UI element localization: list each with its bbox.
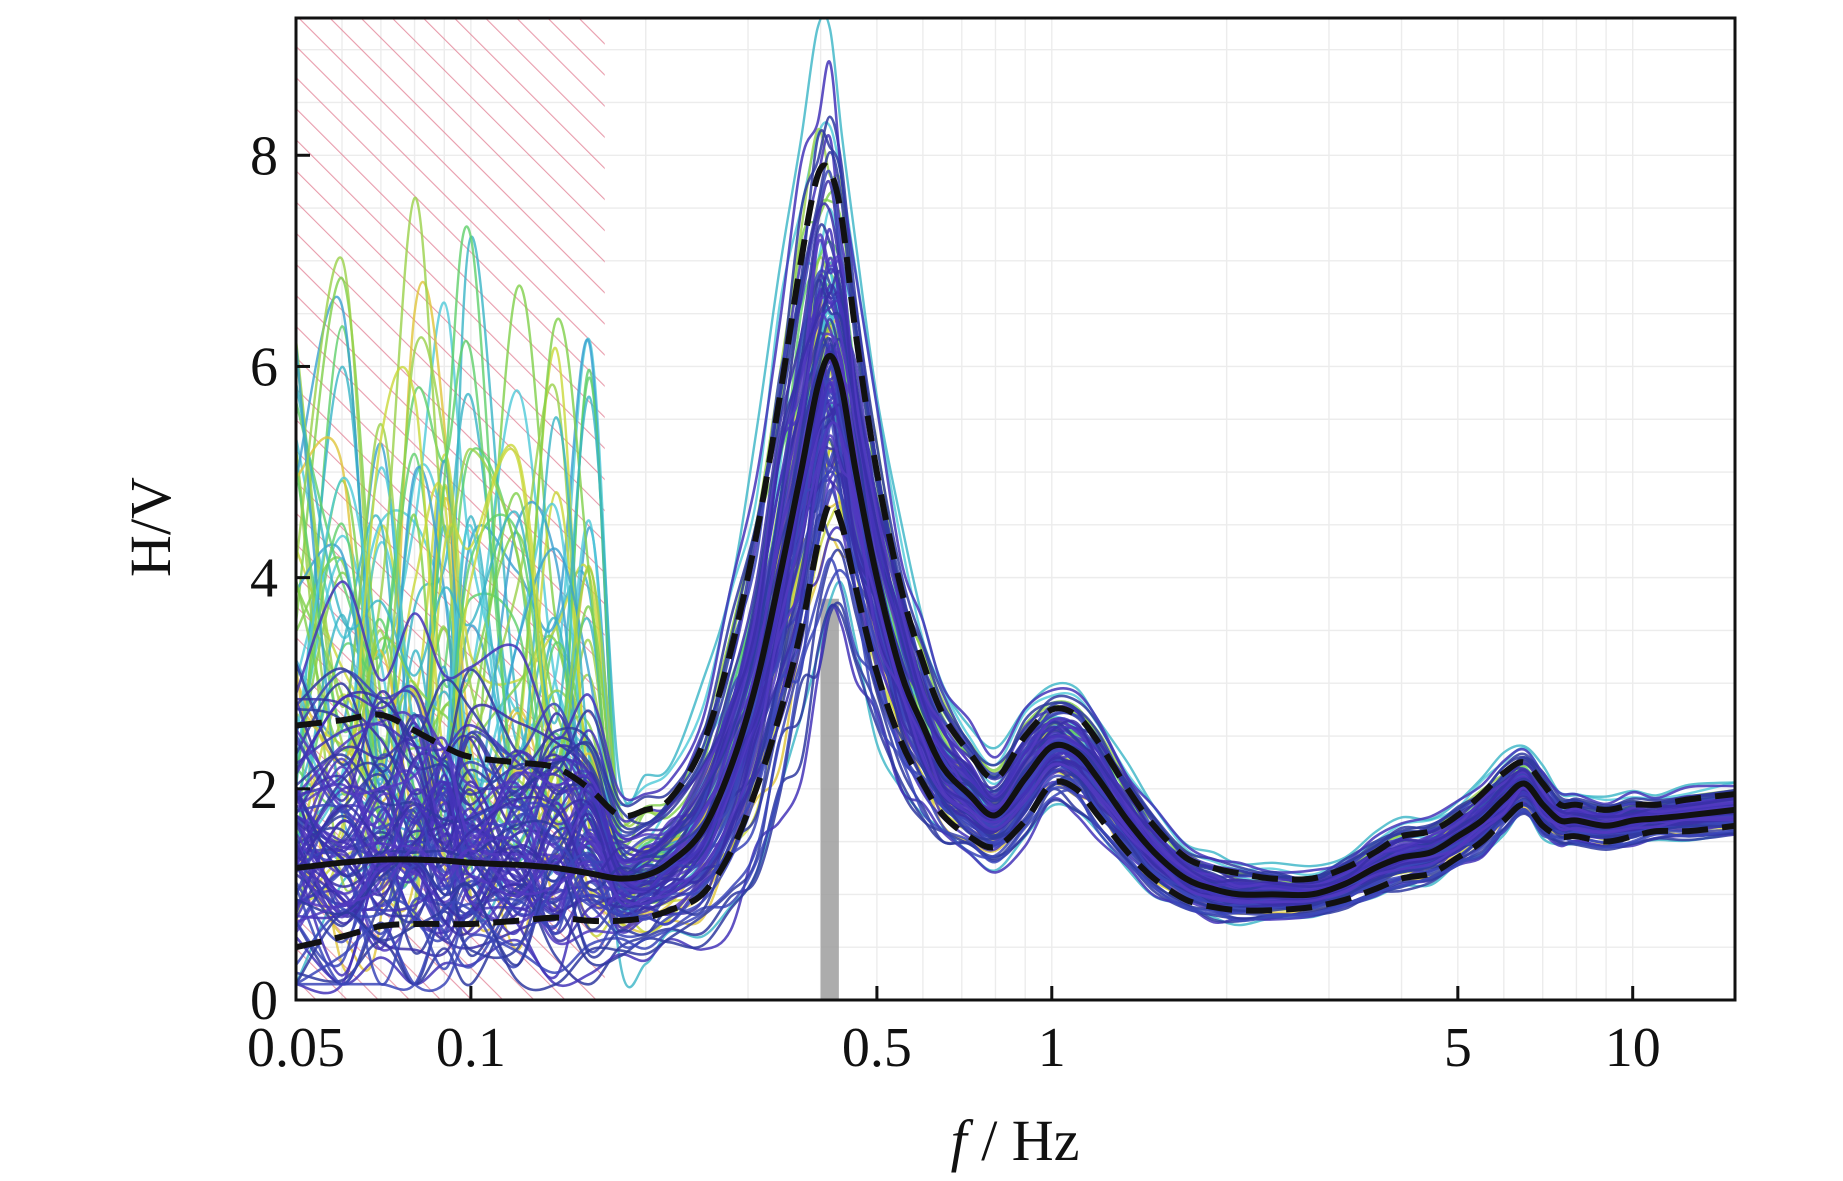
lower-std-curve <box>296 500 1735 951</box>
axis-ticks: 0.05 0.1 0.5 1 5 10 0 2 4 6 8 <box>247 125 1661 1079</box>
window-curve <box>296 331 1735 896</box>
mean-curve <box>296 352 1735 899</box>
y-axis-title: H/V <box>118 477 183 577</box>
window-curve <box>296 421 1735 924</box>
x-tick-label: 5 <box>1444 1017 1472 1079</box>
window-curve <box>296 401 1735 920</box>
window-curve <box>296 233 1735 888</box>
x-tick-label: 0.05 <box>247 1017 345 1079</box>
window-curve <box>296 60 1735 874</box>
window-curve <box>296 513 1735 967</box>
peak-frequency-band <box>820 598 839 1000</box>
window-curve <box>296 557 1735 991</box>
x-axis-unit: / Hz <box>967 1108 1080 1173</box>
window-curves <box>296 18 1735 995</box>
x-tick-label: 1 <box>1038 1017 1066 1079</box>
y-tick-label: 4 <box>250 548 278 610</box>
y-tick-label: 2 <box>250 759 278 821</box>
window-curve <box>296 269 1735 888</box>
x-tick-label: 0.5 <box>842 1017 912 1079</box>
window-curve <box>296 129 1735 882</box>
window-curve <box>296 470 1735 986</box>
x-axis-title: f / Hz <box>951 1108 1080 1173</box>
y-tick-label: 8 <box>250 125 278 187</box>
upper-std-curve <box>296 162 1735 883</box>
x-tick-label: 10 <box>1605 1017 1661 1079</box>
statistical-curves <box>296 162 1735 951</box>
y-tick-label: 0 <box>250 970 278 1032</box>
plot-frame <box>294 16 1737 1002</box>
x-tick-label: 0.1 <box>436 1017 506 1079</box>
y-tick-label: 6 <box>250 336 278 398</box>
